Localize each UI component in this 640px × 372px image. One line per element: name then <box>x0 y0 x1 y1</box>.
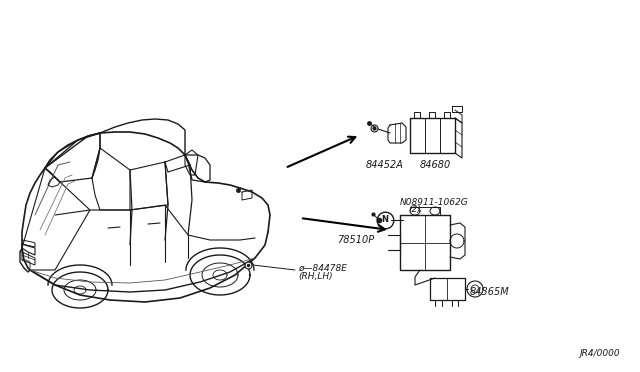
Text: N08911-1062G: N08911-1062G <box>400 198 468 207</box>
Text: ø—84478E: ø—84478E <box>298 263 347 273</box>
Text: (RH,LH): (RH,LH) <box>298 272 333 280</box>
Text: N: N <box>381 215 388 224</box>
Text: 78510P: 78510P <box>337 235 374 245</box>
Text: 84452A: 84452A <box>366 160 404 170</box>
Text: (2): (2) <box>408 205 420 214</box>
Text: 84365M: 84365M <box>470 287 509 297</box>
Text: JR4/0000: JR4/0000 <box>579 349 620 358</box>
Text: 84680: 84680 <box>419 160 451 170</box>
